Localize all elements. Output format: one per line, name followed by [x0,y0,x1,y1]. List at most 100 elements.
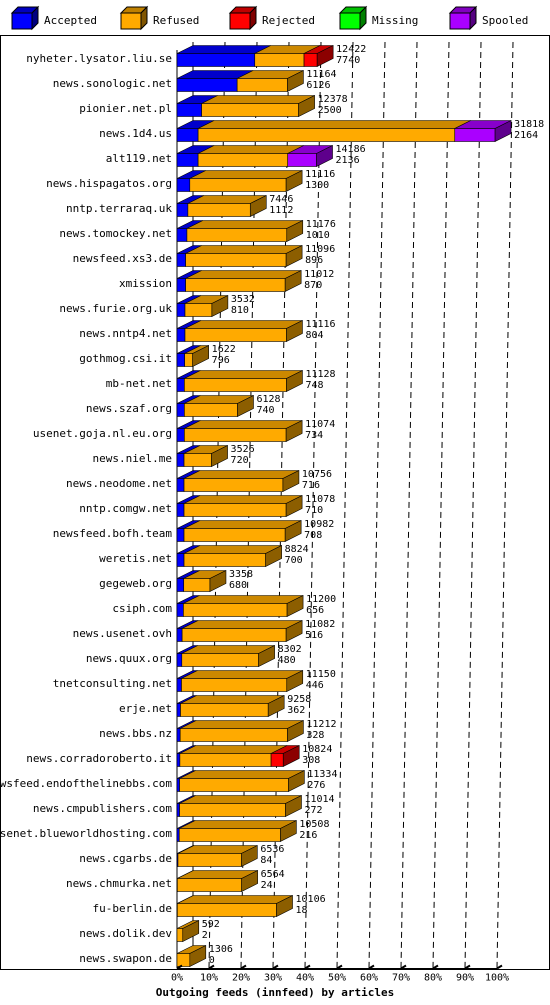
bar-side [211,445,228,467]
bar-segment-refused [183,528,286,542]
row-label: news.niel.me [93,452,172,465]
row-label: nntp.comgw.net [79,502,172,515]
bar-side [267,695,285,717]
bar-top-refused [189,170,303,179]
value-offered: 11096 [305,244,335,255]
row-label: news.neodome.net [66,477,172,490]
x-tick-label: 50% [328,973,346,984]
value-accepted: 446 [306,680,324,691]
value-offered: 10756 [302,469,332,480]
value-accepted: 710 [305,505,323,516]
bar-segment-accepted [176,153,199,167]
bar-segment-refused [179,778,289,792]
value-offered: 11150 [306,669,336,680]
row-label: nyheter.lysator.liu.se [26,52,172,65]
bar-segment-refused [181,628,287,642]
x-ticks: 0% 10% 20% 30% 40% 50% 60% 70% 80% 90% 100% [171,964,509,984]
bar-side [285,245,303,267]
value-offered: 11176 [306,219,336,230]
bar-segment-accepted [176,178,191,192]
bar-segment-accepted [176,678,182,692]
bar-segment-refused [176,953,191,967]
value-accepted: 328 [306,730,324,741]
value-accepted: 276 [307,780,325,791]
bar-top-refused [179,820,297,829]
bar-segment-accepted [176,453,185,467]
bar-segment-refused [201,103,299,117]
value-offered: 10982 [304,519,334,530]
bar-side [280,820,297,842]
bar-segment-refused [181,653,259,667]
bar-side [285,795,302,817]
value-offered: 11164 [306,69,336,80]
value-accepted: 2 [202,930,208,941]
bar-side [241,870,258,892]
value-accepted: 1112 [269,205,293,216]
bar-segment-refused [184,353,193,367]
bar-segment-accepted [176,328,186,342]
row-label: news.corradoroberto.it [26,752,172,765]
value-accepted: 708 [304,530,322,541]
bar-top-refused [184,320,303,329]
bar-segment-accepted [176,753,181,767]
value-offered: 3526 [231,444,255,455]
bar-segment-refused [177,903,277,917]
bar-segment-refused [184,403,238,417]
bar-side [286,320,303,342]
x-tick-mark [496,964,503,970]
value-offered: 12378 [318,94,348,105]
value-accepted: 656 [306,605,324,616]
value-accepted: 680 [229,580,247,591]
row-label: gegeweb.org [99,577,172,590]
x-tick-mark [208,964,215,970]
value-accepted: 1300 [305,180,329,191]
bar-top-refused [179,745,288,754]
grid-line [368,41,386,969]
value-accepted: 1010 [306,230,330,241]
bar-segment-refused [183,553,266,567]
row-label: usenet.blueworldhosting.com [0,827,172,840]
value-accepted: 24 [261,880,273,891]
bar-segment-refused [180,703,269,717]
value-offered: 11116 [305,169,335,180]
x-tick-mark [176,964,183,970]
row-label: news.hispagatos.org [46,177,172,190]
value-offered: 8302 [278,644,302,655]
row-label: news.1d4.us [99,127,172,140]
row-label: alt119.net [106,152,172,165]
bar-side [286,670,304,692]
bar-segment-accepted [176,303,186,317]
bar-segment-refused [177,878,242,892]
value-offered: 1306 [209,944,233,955]
bar-side [494,120,512,142]
bar-side [237,395,254,417]
bar-segment-accepted [176,128,199,142]
bar-side [286,370,303,392]
x-tick-mark [272,964,279,970]
bar-segment-refused [184,378,287,392]
row-label: news.swapon.de [79,952,172,965]
row-label: erje.net [119,702,172,715]
value-offered: 7446 [269,194,293,205]
bar-top-refused [185,245,303,254]
bar-segment-accepted [176,703,181,717]
value-offered: 11082 [305,619,335,630]
row-label: news.chmurka.net [66,877,172,890]
bar-side [286,595,304,617]
value-offered: 11334 [307,769,337,780]
bar-top-refused [186,220,303,229]
x-tick-label: 60% [360,973,378,984]
bar-segment-accepted [176,528,185,542]
bar-segment-accepted [176,253,186,267]
bar-segment-accepted [176,53,256,67]
bar-segment-accepted [176,803,180,817]
bar-segment-refused [179,803,286,817]
row-label: news.sonologic.net [53,77,172,90]
bar-segment-refused [184,428,287,442]
value-accepted: 700 [285,555,303,566]
row-label: gothmog.csi.it [79,352,172,365]
x-tick-label: 10% [200,973,218,984]
bar-segment-accepted [176,353,185,367]
value-offered: 8824 [285,544,309,555]
bar-segment-accepted [176,403,185,417]
